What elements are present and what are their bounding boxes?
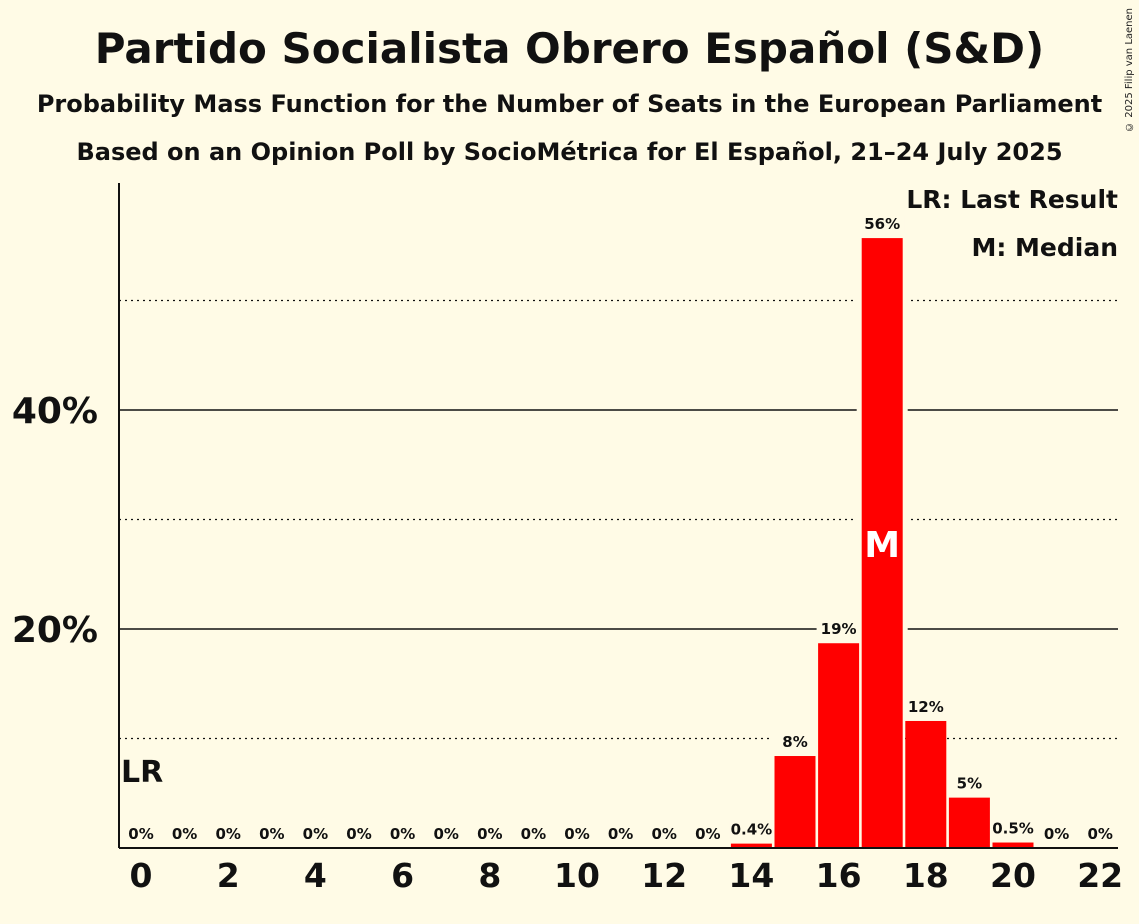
- data-label-seat-1: 0%: [172, 825, 197, 843]
- bar-seat-18: [905, 720, 947, 848]
- data-label-background: [773, 733, 817, 752]
- median-marker: M: [864, 525, 900, 566]
- data-label-seat-7: 0%: [433, 825, 458, 843]
- data-label-seat-10: 0%: [564, 825, 589, 843]
- data-label-seat-5: 0%: [346, 825, 371, 843]
- last-result-marker: LR: [121, 755, 163, 790]
- x-tick-label: 8: [478, 856, 501, 895]
- data-label-background: [903, 697, 948, 716]
- data-label-seat-11: 0%: [608, 825, 633, 843]
- x-tick-label: 18: [903, 856, 949, 895]
- data-label-seat-16: 19%: [821, 620, 857, 638]
- data-label-seat-12: 0%: [651, 825, 676, 843]
- chart-source-line: Based on an Opinion Poll by SocioMétrica…: [76, 138, 1063, 166]
- x-tick-label: 4: [304, 856, 327, 895]
- data-label-seat-13: 0%: [695, 825, 720, 843]
- bar-seat-19: [948, 797, 990, 848]
- data-label-seat-0: 0%: [128, 825, 153, 843]
- data-label-seat-15: 8%: [782, 733, 807, 751]
- x-tick-label: 14: [728, 856, 774, 895]
- data-label-seat-17: 56%: [864, 215, 900, 233]
- chart-subtitle: Probability Mass Function for the Number…: [36, 90, 1103, 118]
- data-label-background: [729, 820, 774, 839]
- axes: 20% 40% 0 2 4 6 8 10 12 14 16 18 20 22: [12, 183, 1123, 895]
- data-label-seat-19: 5%: [957, 775, 982, 793]
- data-labels: 0% 0% 0% 0% 0% 0% 0% 0% 0% 0% 0% 0% 0% 0% 0.4% 8% 19% 56%…: [121, 215, 1113, 843]
- data-label-background: [816, 620, 861, 639]
- bar-seat-20: [992, 842, 1034, 848]
- data-label-background: [860, 215, 905, 234]
- chart-title: Partido Socialista Obrero Español (S&D): [94, 24, 1045, 73]
- gridlines: [119, 297, 1118, 740]
- legend-median: M: Median: [971, 233, 1118, 262]
- x-tick-label: 12: [641, 856, 687, 895]
- bar-seat-14: [730, 843, 772, 848]
- data-label-seat-20: 0.5%: [992, 820, 1034, 838]
- data-label-seat-8: 0%: [477, 825, 502, 843]
- data-label-seat-14: 0.4%: [731, 821, 773, 839]
- x-tick-label: 20: [990, 856, 1036, 895]
- data-label-seat-6: 0%: [390, 825, 415, 843]
- y-tick-label: 20%: [12, 610, 98, 651]
- data-label-background: [947, 774, 992, 793]
- data-label-seat-22: 0%: [1087, 825, 1112, 843]
- x-tick-label: 22: [1077, 856, 1123, 895]
- data-label-background: [991, 819, 1035, 838]
- x-tick-label: 0: [130, 856, 153, 895]
- bar-seat-16: [818, 643, 860, 848]
- data-label-seat-2: 0%: [215, 825, 240, 843]
- data-label-seat-4: 0%: [303, 825, 328, 843]
- bar-seat-15: [774, 756, 816, 848]
- y-tick-label: 40%: [12, 391, 98, 432]
- bar-seat-17: [861, 238, 903, 848]
- data-label-seat-21: 0%: [1044, 825, 1069, 843]
- data-label-seat-3: 0%: [259, 825, 284, 843]
- legend-last-result: LR: Last Result: [906, 185, 1118, 214]
- x-tick-label: 2: [217, 856, 240, 895]
- x-tick-label: 16: [816, 856, 862, 895]
- bars: [730, 238, 1034, 848]
- x-tick-label: 10: [554, 856, 600, 895]
- data-label-seat-18: 12%: [908, 698, 944, 716]
- x-tick-label: 6: [391, 856, 414, 895]
- data-label-seat-9: 0%: [521, 825, 546, 843]
